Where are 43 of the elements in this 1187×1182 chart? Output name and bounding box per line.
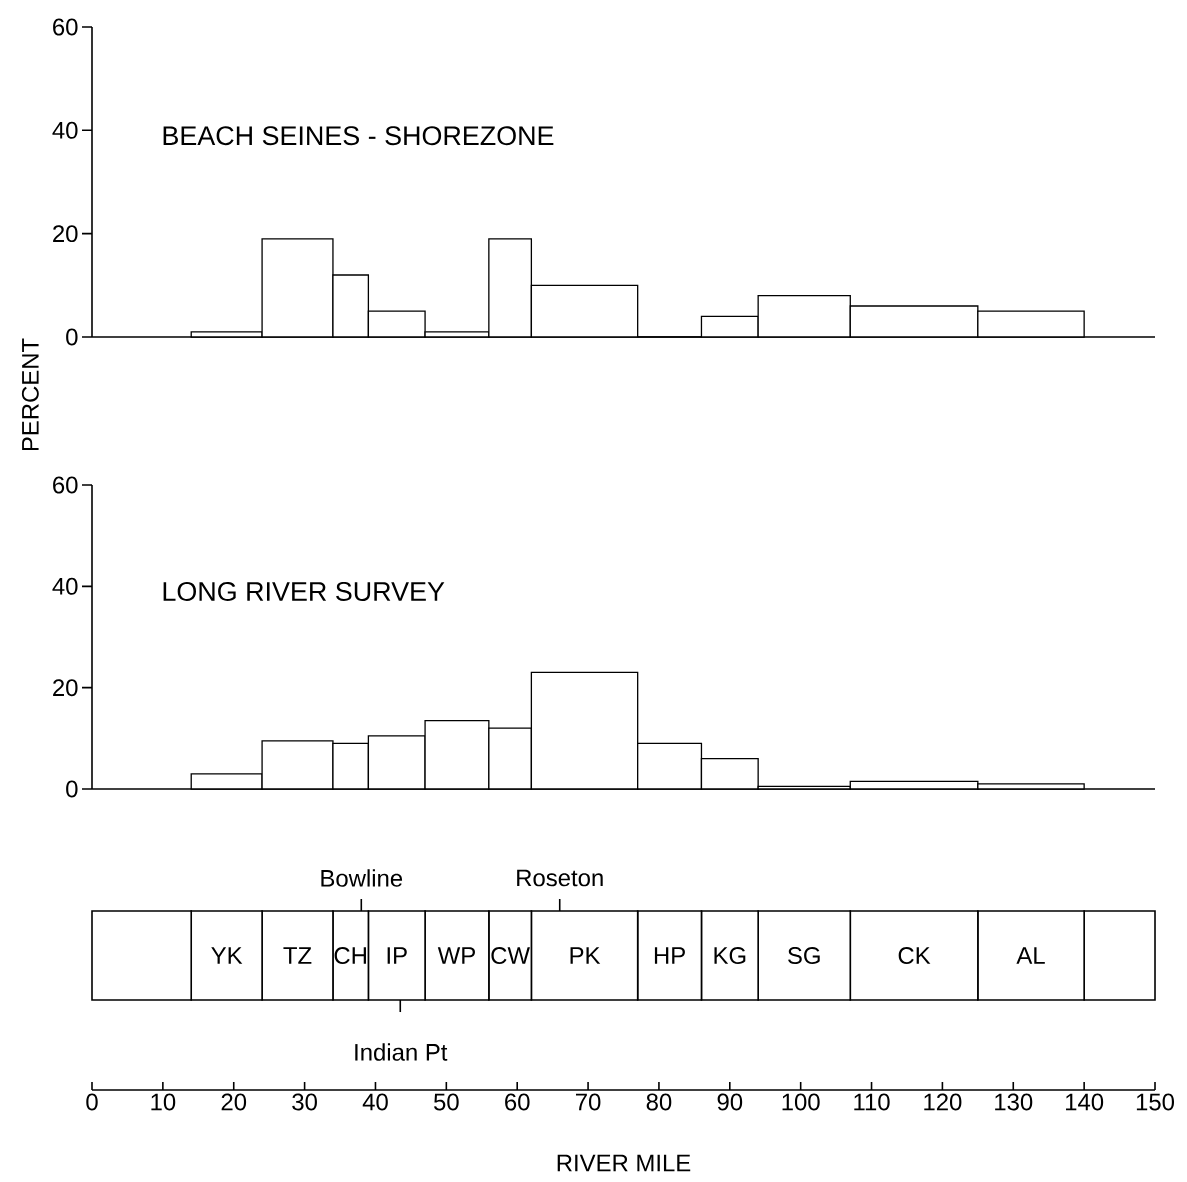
y-tick-label: 40 [52,121,78,139]
x-axis-title: RIVER MILE [557,1154,691,1172]
series-label: WP [437,947,475,964]
x-tick-label: 40 [362,1093,388,1111]
y-tick-label: 0 [66,780,78,798]
x-tick-label: 80 [646,1093,672,1111]
series-label: IP [387,947,407,964]
series-label: YK [211,947,243,964]
x-tick-label: 70 [575,1093,601,1111]
x-tick-label: 50 [433,1093,459,1111]
x-tick-label: 60 [505,1093,530,1111]
x-tick-label: 100 [782,1093,820,1111]
x-tick-label: 150 [1136,1093,1175,1111]
y-tick-label: 60 [53,18,78,36]
x-tick-label: 20 [221,1093,247,1111]
series-label: CK [898,947,931,964]
series-label: TZ [283,947,312,964]
y-tick-label: 40 [52,577,78,595]
y-axis-title: PERCENT [21,338,39,451]
y-tick-label: 0 [66,328,78,346]
series-label: CH [334,947,366,964]
text: LONG RIVER SURVEY [163,581,445,602]
y-tick-label: 60 [53,476,78,494]
ref-line-label: Roseton [517,869,603,887]
x-tick-label: 10 [151,1093,176,1111]
x-tick-label: 0 [86,1093,98,1111]
x-tick-label: 140 [1066,1093,1104,1111]
x-tick-label: 130 [995,1093,1033,1111]
series-label: KG [714,947,746,964]
series-label: AL [1016,947,1045,964]
x-tick-label: 110 [854,1093,890,1111]
ref-line-label: Indian Pt [355,1043,448,1061]
y-tick-label: 20 [53,225,78,243]
series-label: PK [570,947,601,964]
series-label: HP [654,947,685,964]
x-tick-label: 30 [292,1093,317,1111]
x-tick-label: 120 [924,1093,962,1111]
ref-line-label: Bowline [321,869,403,887]
y-tick-label: 20 [53,679,78,697]
x-tick-label: 90 [717,1093,743,1111]
series-label: SG [788,947,820,964]
series-label: CW [491,947,530,964]
text: BEACH SEINES - SHOREZONE [163,126,554,146]
